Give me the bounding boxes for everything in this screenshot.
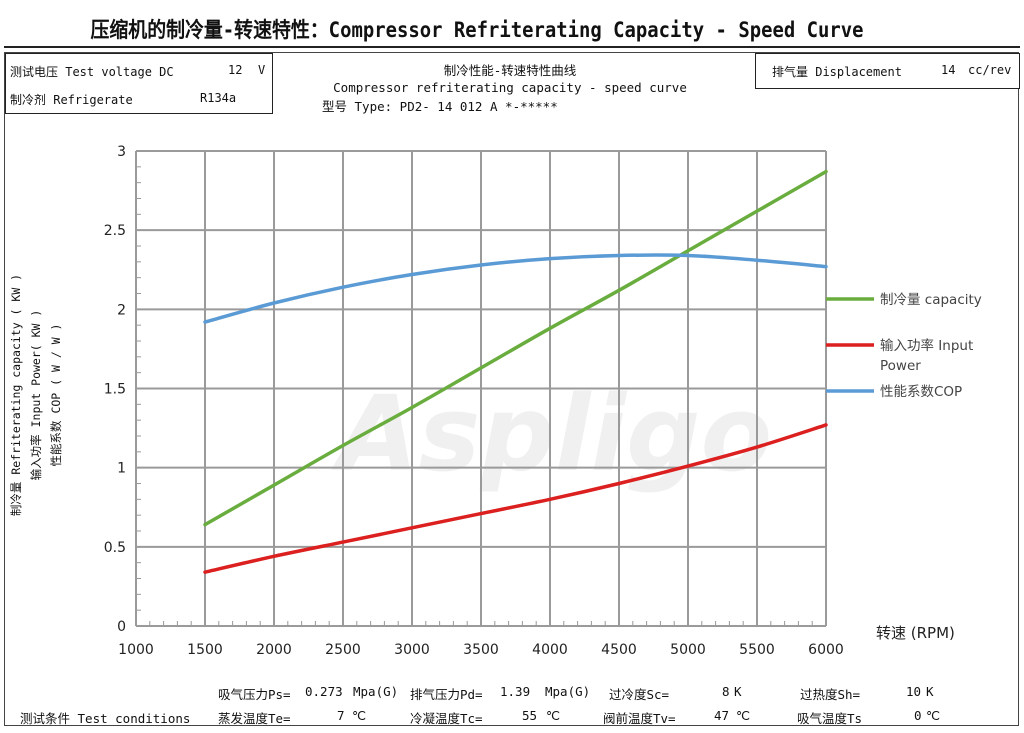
refrigerant-label: 制冷剂 Refrigerate (10, 93, 133, 107)
cond-value-tc: 55 (522, 708, 538, 723)
cond-value-ps: 0.273 (305, 684, 343, 699)
refrigerant-value: R134a (200, 91, 237, 105)
model-type: 型号 Type: PD2- 14 012 A *-***** (322, 99, 558, 114)
cond-label-tc: 冷凝温度Tc= (410, 711, 483, 726)
y-axis-label: 输入功率 Input Power( KW ) (29, 310, 43, 481)
x-tick-label: 2500 (325, 642, 361, 658)
voltage-unit: V (258, 63, 266, 77)
x-tick-label: 1000 (118, 642, 154, 658)
y-tick-label: 0 (117, 619, 126, 635)
legend-label-1: 输入功率 Input (880, 337, 973, 354)
sheet-frame: 测试电压 Test voltage DC 12 V 制冷剂 Refrigerat… (4, 52, 1020, 726)
y-axis-label: 性能系数 COP ( W / W ) (49, 324, 63, 467)
y-axis-label: 制冷量 Refriterating capacity ( KW ) (9, 274, 23, 516)
cond-label-sc: 过冷度Sc= (609, 687, 670, 702)
y-tick-label: 1.5 (104, 382, 126, 398)
x-tick-label: 1500 (187, 642, 223, 658)
x-tick-label: 5000 (670, 642, 706, 658)
displacement-label: 排气量 Displacement (772, 65, 902, 79)
cond-unit-sh: K (926, 684, 934, 699)
x-tick-label: 6000 (808, 642, 844, 658)
cond-label-tv: 阀前温度Tv= (603, 711, 676, 726)
legend-label-0: 制冷量 capacity (880, 292, 982, 308)
chart-title-en: Compressor refriterating capacity - spee… (333, 80, 687, 95)
x-tick-label: 4500 (601, 642, 637, 658)
cond-value-te: 7 (337, 708, 345, 723)
x-axis-label: 转速 (RPM) (876, 624, 955, 642)
cond-label-ps: 吸气压力Ps= (218, 687, 291, 702)
cond-label-te: 蒸发温度Te= (218, 711, 291, 726)
y-tick-label: 2 (117, 302, 126, 318)
voltage-value: 12 (228, 63, 243, 77)
cond-label-ts: 吸气温度Ts (797, 711, 863, 726)
test-info-box: 测试电压 Test voltage DC 12 V 制冷剂 Refrigerat… (5, 53, 273, 114)
x-tick-label: 4000 (532, 642, 568, 658)
page-title: 压缩机的制冷量-转速特性：Compressor Refriterating Ca… (90, 18, 864, 42)
legend-label-2: 性能系数COP (880, 384, 962, 400)
chart-title-cn: 制冷性能-转速特性曲线 (443, 63, 577, 78)
displacement-value: 14 (941, 63, 956, 77)
cond-unit-tv: ℃ (736, 708, 751, 723)
cond-value-pd: 1.39 (500, 684, 531, 699)
series-line-1 (203, 423, 828, 574)
cond-unit-te: ℃ (352, 708, 367, 723)
cond-unit-ps: Mpa(G) (353, 684, 399, 699)
y-tick-label: 3 (117, 144, 126, 160)
cond-value-sh: 10 (906, 684, 922, 699)
x-tick-label: 5500 (739, 642, 775, 658)
displacement-unit: cc/rev (968, 63, 1012, 77)
cond-value-tv: 47 (714, 708, 730, 723)
cond-unit-tc: ℃ (546, 708, 561, 723)
y-tick-label: 0.5 (104, 540, 126, 556)
cond-label-sh: 过热度Sh= (800, 687, 861, 702)
voltage-label: 测试电压 Test voltage DC (10, 65, 174, 79)
cond-unit-ts: ℃ (926, 708, 941, 723)
watermark: Aspligo (331, 373, 772, 495)
x-tick-label: 3500 (463, 642, 499, 658)
series-line-2 (203, 253, 828, 324)
cond-unit-pd: Mpa(G) (545, 684, 591, 699)
conditions-label: 测试条件 Test conditions (20, 711, 191, 726)
cond-unit-sc: K (734, 684, 742, 699)
legend-label-1-line2: Power (880, 358, 921, 374)
title-underline (4, 46, 1020, 48)
cond-label-pd: 排气压力Pd= (410, 687, 483, 702)
x-tick-label: 2000 (256, 642, 292, 658)
cond-value-ts: 0 (914, 708, 922, 723)
displacement-box: 排气量 Displacement 14 cc/rev (755, 53, 1020, 89)
y-tick-label: 1 (117, 461, 126, 477)
cond-value-sc: 8 (722, 684, 730, 699)
y-tick-label: 2.5 (104, 223, 126, 239)
series-line-0 (203, 169, 828, 527)
x-tick-label: 3000 (394, 642, 430, 658)
